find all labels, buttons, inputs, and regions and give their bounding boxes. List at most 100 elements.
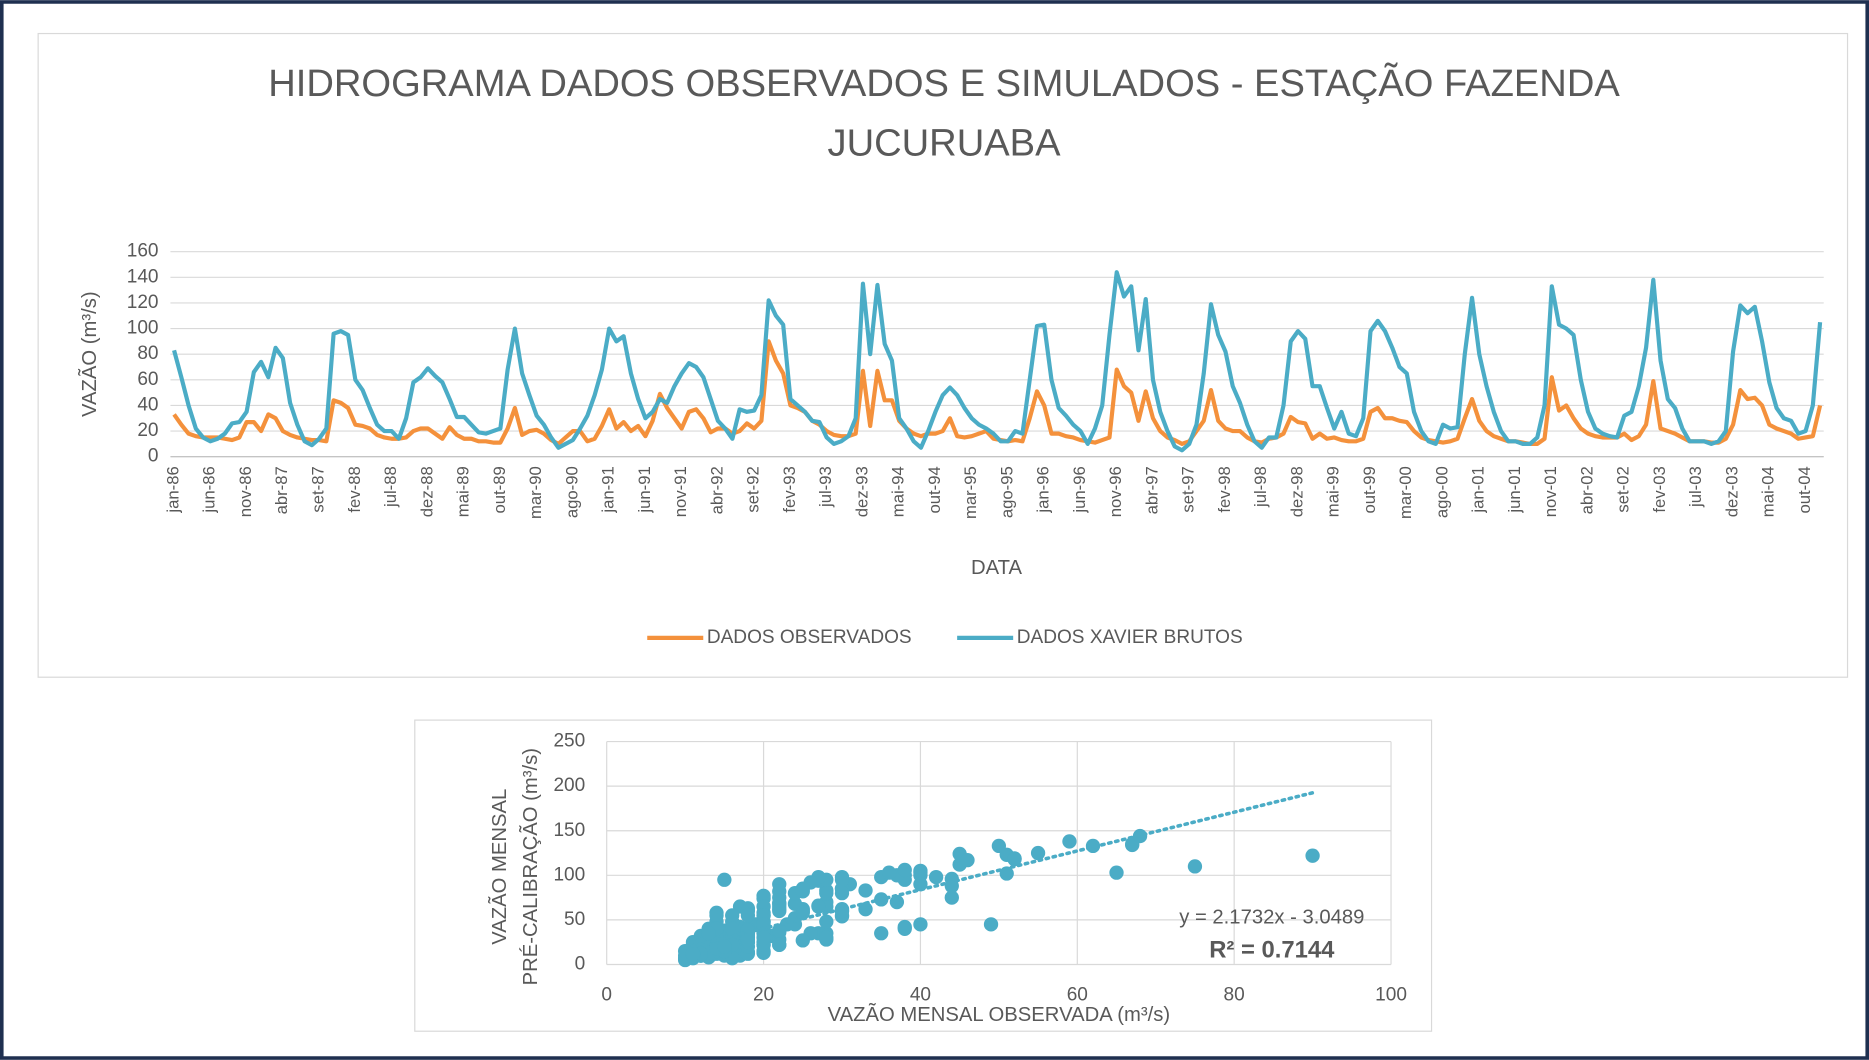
x-tick-label: out-94	[925, 466, 944, 513]
scatter-point	[913, 917, 928, 932]
scatter-point	[1187, 859, 1203, 874]
x-tick-label: fev-98	[1215, 466, 1234, 512]
x-tick-label: fev-93	[780, 466, 799, 512]
scatter-point	[913, 863, 928, 879]
scatter-point	[811, 899, 826, 914]
y-tick-label: 50	[564, 909, 585, 930]
x-tick-label: set-87	[309, 466, 328, 512]
y-tick-label: 100	[127, 318, 159, 339]
y-tick-label: 40	[137, 394, 158, 415]
x-tick-label: out-89	[490, 466, 509, 513]
r-squared: R² = 0.7144	[1209, 937, 1335, 964]
x-tick-label: jan-96	[1034, 466, 1053, 513]
scatter-point	[928, 869, 944, 885]
y-tick-label: 0	[575, 954, 586, 975]
scatter-point	[834, 885, 850, 901]
x-tick-label: nov-01	[1541, 466, 1560, 517]
x-tick-label: 60	[1067, 984, 1088, 1005]
y-axis-title: PRÉ-CALIBRAÇÃO (m³/s)	[518, 748, 542, 985]
x-tick-label: jul-88	[381, 466, 400, 508]
x-tick-label: dez-03	[1722, 466, 1741, 517]
x-tick-label: 100	[1375, 984, 1407, 1005]
x-tick-label: nov-91	[671, 466, 690, 517]
y-tick-label: 100	[553, 864, 585, 885]
x-tick-label: jul-93	[816, 466, 835, 508]
x-tick-label: jul-98	[1251, 466, 1270, 508]
scatter-point	[772, 890, 787, 905]
x-tick-label: jun-01	[1505, 466, 1524, 513]
x-tick-label: jun-91	[635, 466, 654, 513]
scatter-point	[983, 917, 999, 932]
scatter-point	[819, 914, 834, 929]
scatter-point	[834, 872, 850, 887]
y-tick-label: 20	[137, 420, 158, 441]
x-tick-label: fev-88	[345, 466, 364, 512]
y-axis-title: VAZÃO MENSAL	[487, 789, 511, 945]
y-tick-label: 80	[137, 343, 158, 364]
scatter-point	[1030, 845, 1046, 861]
scatter-point	[740, 908, 756, 923]
scatter-point	[881, 865, 897, 880]
x-tick-label: mar-00	[1396, 466, 1415, 519]
scatter-point	[685, 946, 701, 961]
scatter-plot: 0 50 100 150 200 250 0 20 40 60 80 100 y = 2.1732x -…	[553, 731, 1406, 1006]
y-tick-label: 200	[553, 775, 585, 796]
x-tick-label: 0	[601, 984, 612, 1005]
x-tick-label: abr-97	[1142, 466, 1161, 514]
x-tick-label: out-99	[1360, 466, 1379, 513]
x-axis-title: VAZÃO MENSAL OBSERVADA (m³/s)	[828, 1002, 1170, 1026]
scatter-point	[701, 926, 716, 941]
scatter-point	[756, 930, 771, 945]
scatter-point	[795, 905, 810, 920]
x-tick-label: ago-90	[562, 466, 581, 518]
scatter-point	[819, 885, 834, 901]
chart-title: HIDROGRAMA DADOS OBSERVADOS E SIMULADOS …	[268, 62, 1620, 105]
x-tick-label: mai-99	[1324, 466, 1343, 517]
x-tick-label: mar-95	[961, 466, 980, 519]
scatter-point	[897, 921, 912, 936]
x-tick-label: ago-95	[997, 466, 1016, 518]
x-tick-label: mar-90	[526, 466, 545, 519]
legend-label: DADOS XAVIER BRUTOS	[1017, 627, 1243, 648]
x-tick-label: set-02	[1614, 466, 1633, 512]
y-tick-label: 120	[127, 292, 159, 313]
x-tick-label: mai-04	[1759, 466, 1778, 517]
x-tick-label: jul-03	[1686, 466, 1705, 508]
x-tick-label: fev-03	[1650, 466, 1669, 512]
x-tick-label: 20	[753, 984, 774, 1005]
y-tick-label: 140	[127, 266, 159, 287]
scatter-point	[795, 933, 810, 948]
scatter-point	[960, 853, 975, 868]
scatter-point	[717, 939, 732, 954]
scatter-point	[944, 890, 959, 905]
scatter-point	[709, 908, 724, 923]
scatter-point	[725, 908, 740, 923]
scatter-point	[889, 894, 905, 910]
x-tick-label: nov-86	[236, 466, 255, 517]
x-tick-label: out-04	[1795, 466, 1814, 513]
scatter-point	[756, 888, 771, 903]
x-axis-title: DATA	[971, 557, 1022, 579]
x-tick-label: mai-89	[454, 466, 473, 517]
scatter-point	[772, 937, 787, 953]
y-tick-label: 60	[137, 369, 158, 390]
y-tick-label: 250	[553, 731, 585, 752]
x-tick-label: jan-91	[599, 466, 618, 513]
x-tick-label: jun-96	[1070, 466, 1089, 513]
scatter-point	[717, 872, 732, 887]
y-tick-label: 0	[148, 446, 159, 467]
x-tick-label: dez-93	[852, 466, 871, 517]
x-tick-label: jan-86	[163, 466, 182, 513]
x-tick-label: set-97	[1179, 466, 1198, 512]
x-tick-label: 80	[1224, 984, 1245, 1005]
x-tick-label: set-92	[744, 466, 763, 512]
y-tick-label: 150	[553, 820, 585, 841]
x-tick-label: 40	[910, 984, 931, 1005]
x-tick-label: dez-98	[1287, 466, 1306, 517]
x-tick-label: jan-01	[1469, 466, 1488, 513]
x-tick-label: nov-96	[1106, 466, 1125, 517]
chart-title: JUCURUABA	[828, 122, 1062, 165]
x-tick-label: jun-86	[200, 466, 219, 513]
